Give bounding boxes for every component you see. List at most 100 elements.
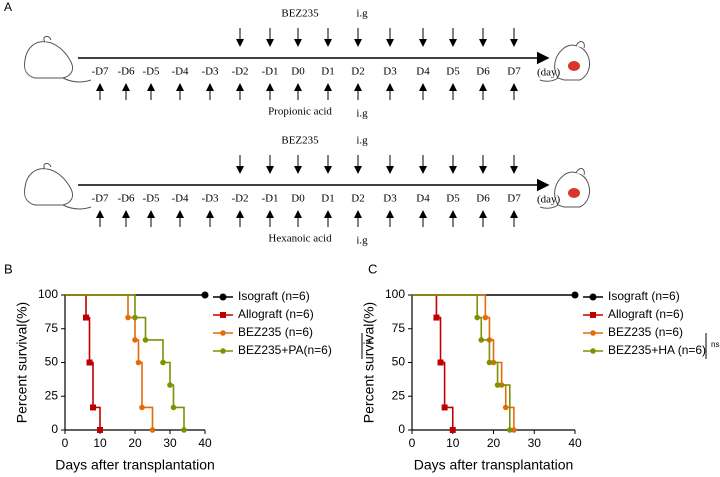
day-label: D0 [291, 193, 305, 205]
marker [449, 427, 456, 433]
legend-marker [220, 312, 226, 318]
day-label: D7 [507, 66, 521, 78]
drug-label: BEZ235 [281, 135, 319, 147]
day-label: -D5 [142, 66, 160, 78]
route-label: i.g [356, 135, 368, 147]
marker [441, 404, 448, 411]
marker [181, 427, 187, 433]
legend-marker [590, 348, 596, 354]
y-tick-label: 0 [51, 422, 58, 436]
significance-label: * [367, 336, 372, 351]
x-tick-label: 0 [62, 436, 69, 450]
marker [132, 337, 138, 343]
day-label: D3 [383, 193, 397, 205]
x-tick-label: 40 [198, 436, 212, 450]
marker [486, 359, 493, 366]
y-tick-label: 25 [392, 388, 406, 402]
day-label: D5 [446, 193, 460, 205]
route-label: i.g [356, 8, 368, 20]
legend-label: BEZ235+PA(n=6) [238, 343, 332, 357]
x-tick-label: 40 [568, 436, 582, 450]
day-label: -D4 [171, 193, 189, 205]
unit-label: (day) [537, 67, 561, 79]
marker [125, 314, 131, 321]
x-tick-label: 10 [446, 436, 460, 450]
day-label: D1 [321, 193, 334, 205]
marker [571, 291, 579, 299]
day-label: -D2 [231, 193, 248, 205]
legend-marker [590, 330, 596, 336]
marker [502, 404, 509, 411]
marker [494, 382, 501, 388]
day-label: D2 [351, 193, 364, 205]
y-tick-label: 25 [45, 388, 59, 402]
legend-label: BEZ235 (n=6) [238, 325, 313, 339]
y-tick-label: 0 [398, 422, 405, 436]
day-label: -D3 [201, 66, 219, 78]
panel-label: A [4, 0, 12, 14]
y-tick-label: 50 [45, 355, 59, 369]
legend-marker [220, 348, 226, 354]
marker [160, 359, 166, 366]
drug-label: Propionic acid [268, 106, 332, 118]
legend-label: Allograft (n=6) [608, 307, 684, 321]
day-label: -D1 [261, 66, 278, 78]
panel-label: C [368, 261, 377, 276]
marker [437, 359, 444, 366]
marker [170, 404, 177, 411]
marker [83, 314, 89, 321]
day-label: D6 [476, 193, 490, 205]
day-label: D7 [507, 193, 521, 205]
day-label: -D6 [117, 193, 135, 205]
route-label: i.g [356, 108, 368, 120]
panel-label: B [4, 261, 13, 276]
day-label: -D1 [261, 193, 278, 205]
marker [201, 291, 209, 299]
drug-label: Hexanoic acid [268, 233, 332, 245]
marker [86, 359, 93, 366]
legend-marker [590, 312, 596, 318]
x-tick-label: 0 [409, 436, 416, 450]
day-label: D4 [416, 193, 430, 205]
marker [139, 404, 145, 411]
survival-curve [412, 294, 511, 430]
x-tick-label: 20 [128, 436, 142, 450]
legend-label: BEZ235 (n=6) [608, 325, 683, 339]
legend-label: Isograft (n=6) [238, 289, 310, 303]
marker [474, 314, 481, 321]
y-tick-label: 75 [45, 321, 59, 335]
x-axis-title: Days after transplantation [414, 457, 574, 473]
day-label: D6 [476, 66, 490, 78]
marker [433, 314, 440, 321]
marker [167, 382, 173, 388]
legend-label: Allograft (n=6) [238, 307, 314, 321]
marker [507, 427, 513, 433]
y-tick-label: 75 [392, 321, 406, 335]
marker [511, 427, 517, 433]
marker [149, 427, 156, 433]
unit-label: (day) [537, 194, 561, 206]
mouse-icon [23, 35, 92, 83]
significance-label: ns [711, 340, 719, 349]
marker [482, 314, 489, 321]
legend-marker [589, 293, 597, 301]
day-label: D3 [383, 66, 397, 78]
day-label: -D7 [91, 66, 109, 78]
day-label: -D4 [171, 66, 189, 78]
survival-curve [65, 294, 154, 430]
mouse-icon [23, 162, 92, 210]
y-tick-label: 100 [385, 287, 405, 301]
day-label: -D5 [142, 193, 160, 205]
survival-curve [65, 294, 185, 430]
x-tick-label: 10 [93, 436, 107, 450]
route-label: i.g [356, 235, 368, 247]
y-tick-label: 50 [392, 355, 406, 369]
day-label: D5 [446, 66, 460, 78]
legend-marker [220, 330, 226, 336]
day-label: D2 [351, 66, 364, 78]
marker [132, 314, 138, 321]
y-axis-title: Percent survival(%) [14, 302, 30, 423]
x-axis-title: Days after transplantation [55, 457, 215, 473]
marker [478, 337, 485, 343]
legend-marker [219, 293, 227, 301]
